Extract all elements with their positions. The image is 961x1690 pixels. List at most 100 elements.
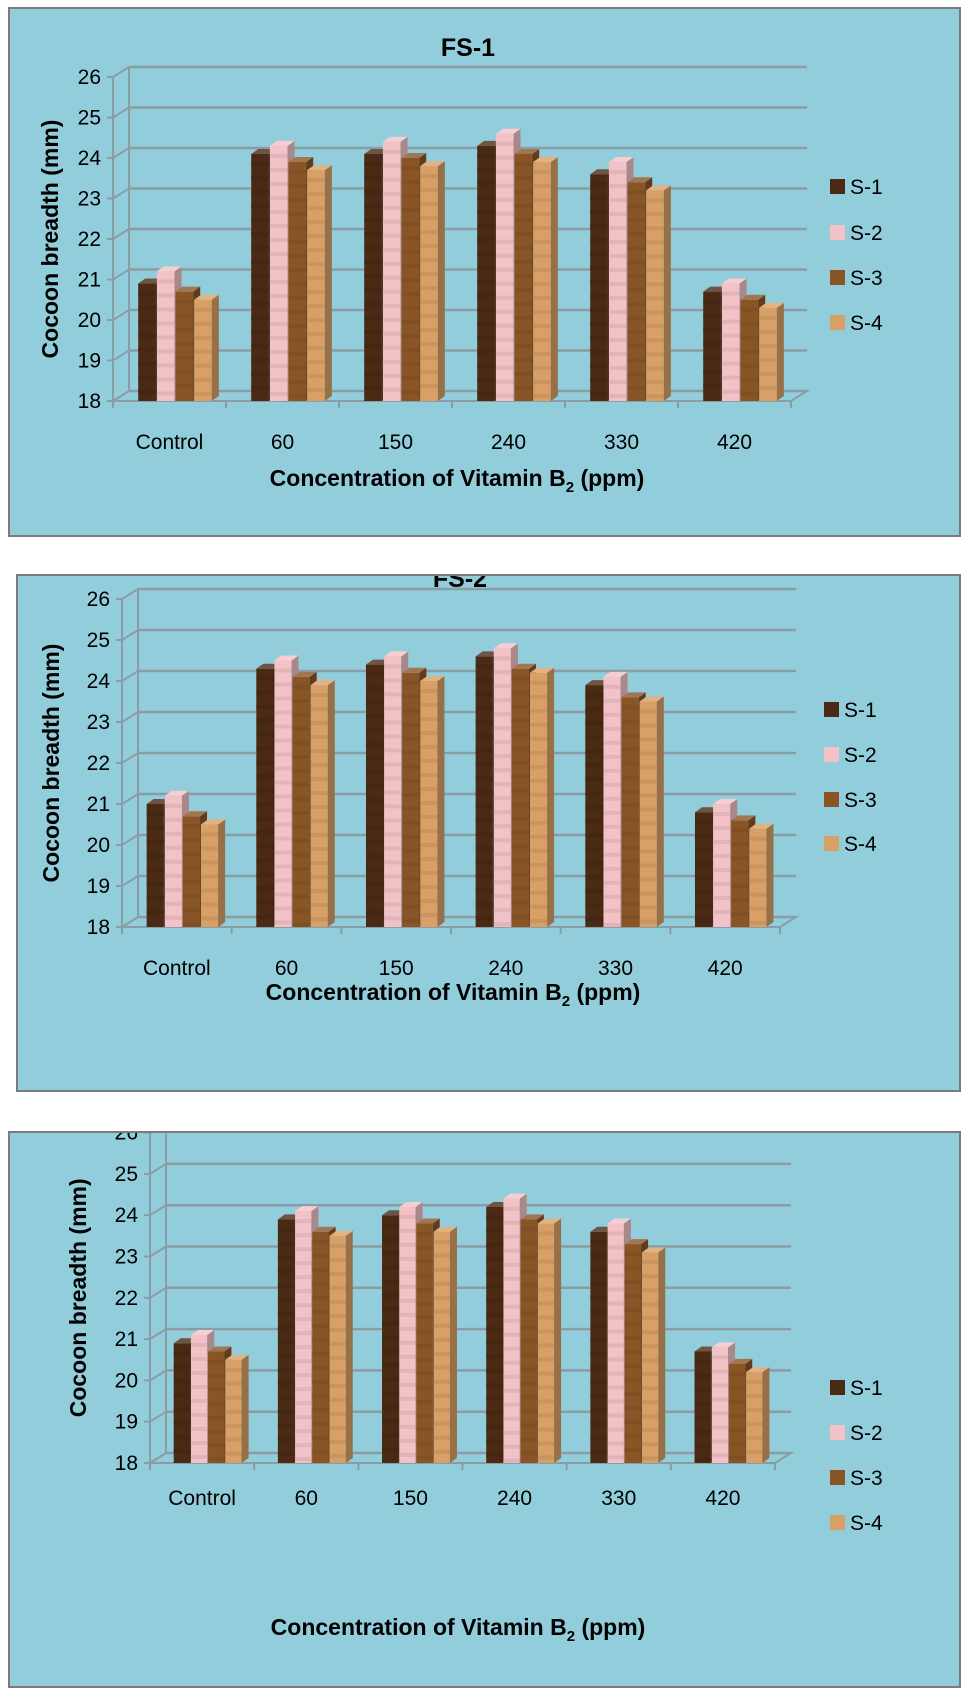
gridline-left [112,228,130,240]
legend-label: S-4 [850,1512,883,1535]
y-tick-label: 22 [115,1287,138,1310]
y-tick-label: 26 [115,1133,138,1145]
bar-s-4-control [194,294,219,401]
chart-panel-fs-1: FS-1 18 19 20 21 22 23 24 25 26 Cocoon breadth (mm… [8,7,961,537]
gridline-left [121,629,139,641]
gridline-left [149,1163,167,1175]
legend-swatch [830,1380,845,1395]
legend-label: S-2 [850,222,883,245]
gridline-left [149,1245,167,1258]
legend-item-s-3: S-3 [830,1467,883,1490]
chart-panel-fs-3: FS-3181920212223242526Cocoon breadth (mm… [8,1131,961,1688]
gridline-left [121,875,139,887]
x-tick-label: 330 [604,431,639,454]
gridline-left [149,1410,167,1423]
legend-item-s-4: S-4 [830,1512,883,1535]
bar-s-1-240 [477,140,502,401]
chart-fs-3: FS-3181920212223242526Cocoon breadth (mm… [65,1133,883,1645]
bar-s-3-60 [292,671,317,927]
legend-swatch [830,1425,845,1440]
chart-fs-2: FS-2 18 19 20 21 22 23 24 25 26 Cocoon breadth (mm… [38,576,877,1010]
y-tick-label: 22 [87,752,110,775]
y-tick-label: 23 [78,188,101,211]
bar-s-4-150 [433,1226,457,1463]
gridline-left [121,834,139,846]
x-tick-label: Control [136,431,204,454]
x-tick-label: 240 [488,957,523,980]
x-tick-label: 330 [598,957,633,980]
gridline-left [149,1328,167,1340]
gridline-left [112,147,130,159]
y-axis-label: Cocoon breadth (mm) [38,644,64,883]
chart-title: FS-2 [433,576,487,593]
bar-s-4-420 [749,823,774,927]
bar-s-4-60 [307,165,332,401]
legend-item-s-2: S-2 [830,1422,883,1445]
x-tick-label: 420 [708,957,743,980]
gridline-left [121,711,139,723]
x-tick-label: 60 [275,957,298,980]
legend-item-s-4: S-4 [830,312,883,335]
x-tick-label: 150 [378,431,413,454]
y-tick-label: 20 [87,834,110,857]
legend-label: S-1 [850,176,883,199]
gridline-left [112,66,130,78]
bar-s-4-330 [641,1247,666,1463]
bar-s-4-240 [537,1218,562,1463]
legend-swatch [830,270,845,285]
y-tick-label: 24 [115,1204,139,1227]
x-tick-label: 240 [491,431,526,454]
x-tick-label: 150 [393,1487,428,1510]
gridline-left [149,1204,167,1217]
legend-label: S-4 [844,833,877,856]
x-tick-label: Control [143,957,211,980]
x-tick-label: 330 [601,1487,636,1510]
x-axis-label: Concentration of Vitamin B2 (ppm) [270,465,645,496]
y-tick-label: 26 [87,588,110,611]
y-tick-label: 25 [87,629,110,652]
legend-label: S-2 [850,1422,883,1445]
legend-label: S-3 [850,267,883,290]
x-tick-label: 60 [271,431,294,454]
x-tick-label: 60 [295,1487,318,1510]
y-tick-label: 18 [87,916,110,939]
gridline-left [121,752,139,764]
bar-s-4-240 [529,667,555,927]
gridline-left [112,187,130,200]
y-tick-label: 26 [78,66,101,89]
bar-s-4-330 [639,696,664,927]
y-tick-label: 20 [115,1369,138,1392]
gridline-left [121,588,139,600]
gridline-left [112,349,130,362]
legend-item-s-3: S-3 [830,267,883,290]
x-axis-label: Concentration of Vitamin B2 (ppm) [266,979,641,1010]
legend-swatch [830,1470,845,1485]
legend-label: S-4 [850,312,883,335]
chart-title: FS-1 [441,34,495,62]
legend-item-s-1: S-1 [830,1377,883,1400]
legend-swatch [824,792,839,807]
legend-swatch [830,1515,845,1530]
y-tick-label: 18 [78,390,101,413]
bar-s-4-150 [420,161,445,401]
x-tick-label: 420 [705,1487,740,1510]
legend-label: S-1 [844,699,877,722]
legend-swatch [824,702,839,717]
x-axis-label: Concentration of Vitamin B2 (ppm) [271,1614,646,1645]
y-tick-label: 21 [87,793,110,816]
y-axis-label: Cocoon breadth (mm) [37,120,63,359]
gridline-left [112,309,130,321]
legend-item-s-1: S-1 [830,176,883,199]
legend-item-s-4: S-4 [824,833,877,856]
bar-s-4-control [225,1354,249,1463]
x-tick-label: 150 [379,957,414,980]
bar-s-4-240 [533,157,558,401]
y-tick-label: 24 [87,670,111,693]
gridline-left [112,268,130,281]
legend-label: S-3 [850,1467,883,1490]
y-tick-label: 23 [115,1246,138,1269]
legend-label: S-3 [844,789,877,812]
bar-s-1-330 [590,169,615,401]
legend-swatch [830,225,845,240]
y-tick-label: 20 [78,309,101,332]
